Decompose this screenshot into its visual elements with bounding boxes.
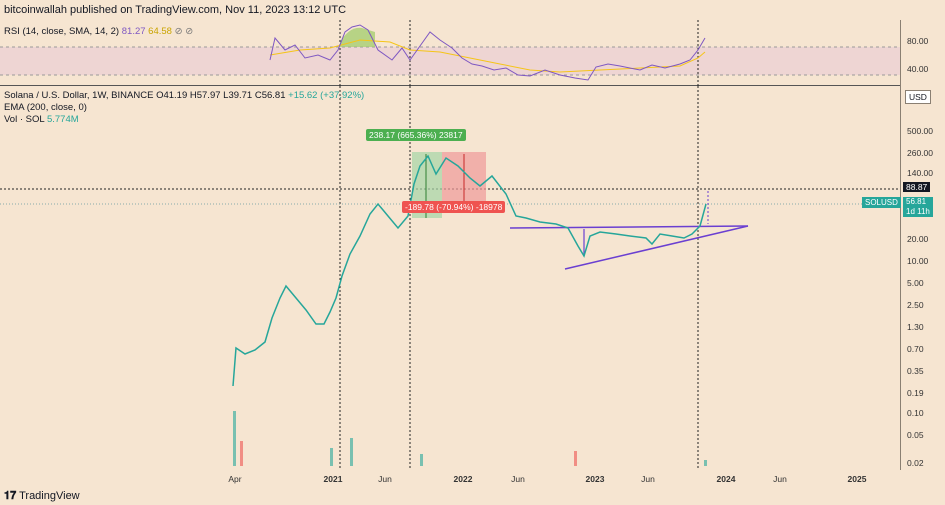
vol-label: Vol · SOL xyxy=(4,114,45,125)
publisher-header: bitcoinwallah published on TradingView.c… xyxy=(0,0,945,20)
ohlc-low: L39.71 xyxy=(223,90,253,101)
rsi-sma-value: 64.58 xyxy=(148,26,172,37)
gain-label: 238.17 (665.36%) 23817 xyxy=(366,129,466,141)
price-tick: 0.70 xyxy=(907,344,924,354)
price-tick: 0.19 xyxy=(907,388,924,398)
ohlc-change: +15.62 (+37.92%) xyxy=(288,90,365,101)
time-tick: 2024 xyxy=(716,474,736,484)
rsi-legend: RSI (14, close, SMA, 14, 2) 81.27 64.58 … xyxy=(4,26,193,38)
volume-bar xyxy=(350,438,353,466)
price-tick: 20.00 xyxy=(907,234,929,244)
symbol-line: Solana / U.S. Dollar, 1W, BINANCE xyxy=(4,90,154,101)
triangle-bottom-line xyxy=(564,225,749,270)
publisher-text: bitcoinwallah published on TradingView.c… xyxy=(4,4,347,16)
current-price: 56.81 xyxy=(906,197,927,206)
time-tick: Jun xyxy=(511,474,525,484)
time-tick: 2025 xyxy=(847,474,867,484)
time-tick: Jun xyxy=(378,474,392,484)
volume-bar xyxy=(240,441,243,466)
current-countdown: 1d 11h xyxy=(906,207,930,216)
time-tick: 2021 xyxy=(323,474,343,484)
current-price-label: 56.81 1d 11h xyxy=(903,197,933,217)
price-axis[interactable]: 80.00 40.00 USD 500.00 260.00 140.00 88.… xyxy=(900,20,945,470)
price-tick: 0.10 xyxy=(907,408,924,418)
rsi-pane[interactable]: RSI (14, close, SMA, 14, 2) 81.27 64.58 … xyxy=(0,20,900,86)
price-tick: 1.30 xyxy=(907,322,924,332)
ohlc-high: H57.97 xyxy=(189,90,221,101)
price-line xyxy=(232,154,707,387)
price-tick: 10.00 xyxy=(907,256,929,266)
price-chart xyxy=(0,86,900,470)
rsi-label: RSI (14, close, SMA, 14, 2) xyxy=(4,26,120,37)
ema-label: EMA (200, close, 0) xyxy=(4,102,87,113)
time-tick: 2023 xyxy=(585,474,605,484)
loss-label: -189.78 (-70.94%) -18978 xyxy=(402,201,506,213)
rsi-overbought-fill xyxy=(340,27,375,47)
rsi-tick-80: 80.00 xyxy=(907,36,929,46)
rsi-chart xyxy=(0,20,900,86)
price-pane[interactable]: Solana / U.S. Dollar, 1W, BINANCE O41.19… xyxy=(0,86,900,470)
price-tick: 260.00 xyxy=(907,148,933,158)
volume-bar xyxy=(233,411,236,466)
rsi-value: 81.27 xyxy=(121,26,146,37)
time-tick: Jun xyxy=(641,474,655,484)
currency-button[interactable]: USD xyxy=(905,90,931,104)
triangle-top-line xyxy=(509,225,749,229)
price-tick: 2.50 xyxy=(907,300,924,310)
price-tick: 0.35 xyxy=(907,366,924,376)
symbol-price-tag: SOLUSD xyxy=(862,197,901,208)
price-tick: 0.05 xyxy=(907,430,924,440)
rsi-band xyxy=(0,47,900,75)
time-axis[interactable]: Apr 2021 Jun 2022 Jun 2023 Jun 2024 Jun … xyxy=(0,470,945,488)
time-tick: Apr xyxy=(228,474,242,484)
rsi-visibility-icons[interactable]: ⊘ ⊘ xyxy=(174,26,194,37)
price-legend: Solana / U.S. Dollar, 1W, BINANCE O41.19… xyxy=(4,90,364,126)
vol-value: 5.774M xyxy=(46,114,79,125)
tradingview-logo-icon: 𝟏𝟕 xyxy=(4,490,17,502)
volume-bar xyxy=(704,460,707,466)
time-tick: Jun xyxy=(773,474,787,484)
price-tick: 500.00 xyxy=(907,126,933,136)
crosshair-price-label: 88.87 xyxy=(903,182,931,192)
footer: 𝟏𝟕 TradingView xyxy=(0,488,945,505)
ohlc-open: O41.19 xyxy=(156,90,188,101)
rsi-tick-40: 40.00 xyxy=(907,64,929,74)
volume-bar xyxy=(574,451,577,466)
price-tick: 0.02 xyxy=(907,458,924,468)
price-tick: 140.00 xyxy=(907,168,933,178)
volume-bar xyxy=(330,448,333,466)
volume-bar xyxy=(420,454,423,466)
rsi-line xyxy=(269,24,706,81)
price-tick: 5.00 xyxy=(907,278,924,288)
time-tick: 2022 xyxy=(453,474,473,484)
ohlc-close: C56.81 xyxy=(254,90,286,101)
brand-text: TradingView xyxy=(19,490,80,502)
